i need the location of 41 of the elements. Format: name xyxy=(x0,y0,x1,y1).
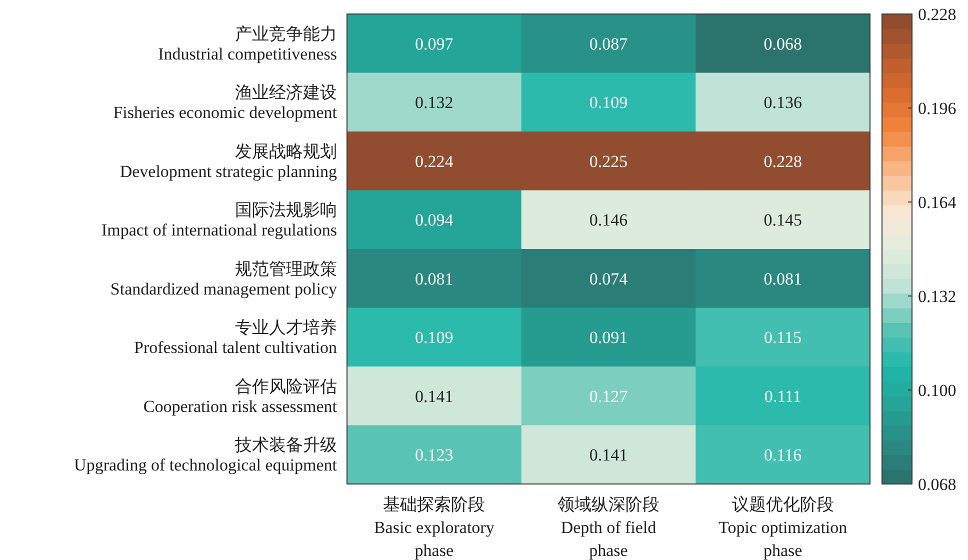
y-tick-label: 产业竞争能力 Industrial competitiveness xyxy=(158,24,337,64)
data-label: 0.141 xyxy=(589,446,628,465)
y-tick-label: 国际法规影响 Impact of international regulations xyxy=(101,200,337,240)
y-tick-label: 专业人才培养 Professional talent cultivation xyxy=(134,318,338,358)
color-bar-label: 0.196 xyxy=(918,99,956,118)
color-bar-label: 0.228 xyxy=(918,5,956,24)
data-label: 0.074 xyxy=(589,269,628,288)
color-bar-label: 0.164 xyxy=(918,193,957,212)
y-tick-label: 合作风险评估 Cooperation risk assessment xyxy=(143,376,338,416)
data-label: 0.116 xyxy=(764,446,802,465)
data-label: 0.146 xyxy=(589,210,628,230)
color-bar-label: 0.100 xyxy=(918,381,956,400)
data-label: 0.111 xyxy=(764,386,802,406)
data-label: 0.087 xyxy=(589,34,628,54)
color-bar-label: 0.068 xyxy=(918,475,956,494)
y-tick-label: 渔业经济建设 Fisheries economic development xyxy=(113,83,338,122)
y-tick-label: 技术装备升级 Upgrading of technological equipment xyxy=(74,436,338,475)
data-label: 0.081 xyxy=(764,269,802,288)
data-label: 0.136 xyxy=(764,93,802,112)
color-bar-label: 0.132 xyxy=(918,287,956,306)
data-label: 0.094 xyxy=(415,210,454,230)
data-label: 0.225 xyxy=(589,152,628,171)
data-label: 0.145 xyxy=(764,210,802,230)
x-tick-label: 领域纵深阶段 Depth of field phase xyxy=(558,495,660,560)
data-label: 0.224 xyxy=(415,152,454,171)
data-label: 0.068 xyxy=(764,34,802,54)
data-label: 0.132 xyxy=(415,93,454,112)
x-tick-label: 基础探索阶段 Basic exploratory phase xyxy=(374,495,495,560)
data-label: 0.097 xyxy=(415,34,454,54)
data-label: 0.123 xyxy=(415,446,454,465)
data-label: 0.081 xyxy=(415,269,454,288)
data-label: 0.127 xyxy=(589,386,628,406)
y-tick-label: 发展战略规划 Development strategic planning xyxy=(120,142,338,181)
x-tick-label: 议题优化阶段 Topic optimization phase xyxy=(718,495,848,560)
data-label: 0.228 xyxy=(764,152,802,171)
data-label: 0.115 xyxy=(764,328,802,348)
data-label: 0.109 xyxy=(415,328,454,348)
data-label: 0.109 xyxy=(589,93,628,112)
data-label: 0.141 xyxy=(415,386,454,406)
data-label: 0.091 xyxy=(589,328,628,348)
y-tick-label: 规范管理政策 Standardized management policy xyxy=(110,259,338,298)
